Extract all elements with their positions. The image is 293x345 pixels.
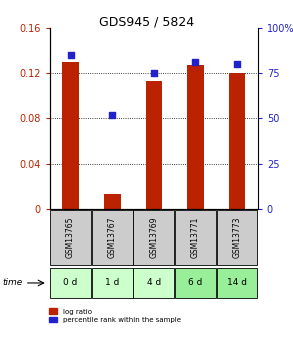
Text: GSM13773: GSM13773 — [233, 217, 241, 258]
Bar — [229, 73, 245, 209]
Bar — [104, 195, 120, 209]
FancyBboxPatch shape — [133, 210, 174, 265]
FancyBboxPatch shape — [217, 210, 258, 265]
FancyBboxPatch shape — [133, 268, 174, 298]
Point — [68, 52, 73, 58]
Text: 14 d: 14 d — [227, 278, 247, 287]
Legend: log ratio, percentile rank within the sample: log ratio, percentile rank within the sa… — [49, 308, 181, 323]
FancyBboxPatch shape — [217, 268, 258, 298]
FancyBboxPatch shape — [175, 268, 216, 298]
Text: GSM13767: GSM13767 — [108, 217, 117, 258]
Point — [235, 61, 239, 67]
Text: 1 d: 1 d — [105, 278, 120, 287]
Text: GDS945 / 5824: GDS945 / 5824 — [99, 16, 194, 29]
FancyBboxPatch shape — [50, 210, 91, 265]
Text: 4 d: 4 d — [147, 278, 161, 287]
Text: time: time — [3, 278, 23, 287]
Bar — [62, 62, 79, 209]
Text: GSM13765: GSM13765 — [66, 217, 75, 258]
FancyBboxPatch shape — [50, 268, 91, 298]
FancyBboxPatch shape — [92, 268, 133, 298]
Text: 6 d: 6 d — [188, 278, 203, 287]
Point — [110, 112, 115, 118]
Bar — [146, 81, 162, 209]
Text: 0 d: 0 d — [63, 278, 78, 287]
Bar — [187, 65, 204, 209]
Text: GSM13769: GSM13769 — [149, 217, 158, 258]
FancyBboxPatch shape — [175, 210, 216, 265]
Point — [151, 70, 156, 76]
FancyBboxPatch shape — [92, 210, 133, 265]
Text: GSM13771: GSM13771 — [191, 217, 200, 258]
Point — [193, 59, 198, 65]
